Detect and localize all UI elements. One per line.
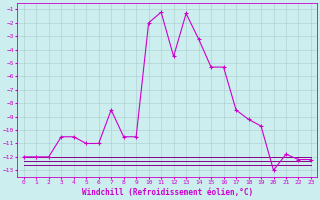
X-axis label: Windchill (Refroidissement éolien,°C): Windchill (Refroidissement éolien,°C) bbox=[82, 188, 253, 197]
